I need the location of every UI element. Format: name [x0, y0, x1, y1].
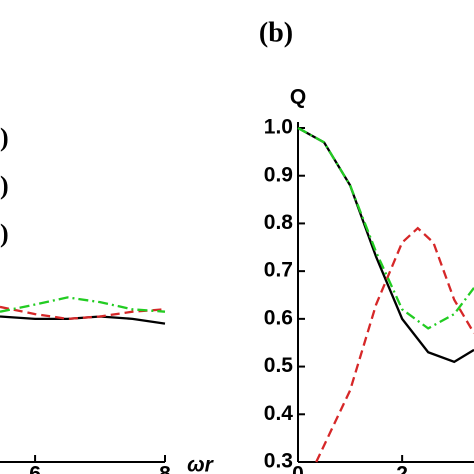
x-tick-label: 8 [159, 463, 171, 474]
y-tick-label: 0.6 [264, 306, 293, 329]
x-tick-label: 6 [29, 463, 41, 474]
data-line [297, 126, 474, 330]
y-tick-label: 1.0 [264, 116, 293, 139]
y-axis-label: Q [290, 86, 306, 109]
y-tick-label: 0.9 [264, 163, 293, 186]
y-tick-label: 0.3 [264, 450, 293, 473]
y-tick-label: 0.8 [264, 211, 294, 234]
data-line [0, 305, 166, 321]
data-line [297, 126, 474, 364]
y-tick-label: 0.4 [264, 402, 294, 425]
legend-entry: ) [0, 171, 9, 200]
x-tick-label: 0 [292, 463, 304, 474]
data-line [0, 315, 166, 325]
legend-entry: ) [0, 123, 9, 152]
legend-entry: ) [0, 219, 9, 248]
x-tick-label: 2 [396, 463, 408, 474]
y-tick-label: 0.5 [264, 354, 294, 377]
panel-label: (b) [259, 17, 293, 48]
x-axis-label: ωr [187, 454, 215, 474]
data-line [0, 296, 166, 313]
y-tick-label: 0.7 [264, 259, 293, 282]
data-line [315, 226, 474, 463]
